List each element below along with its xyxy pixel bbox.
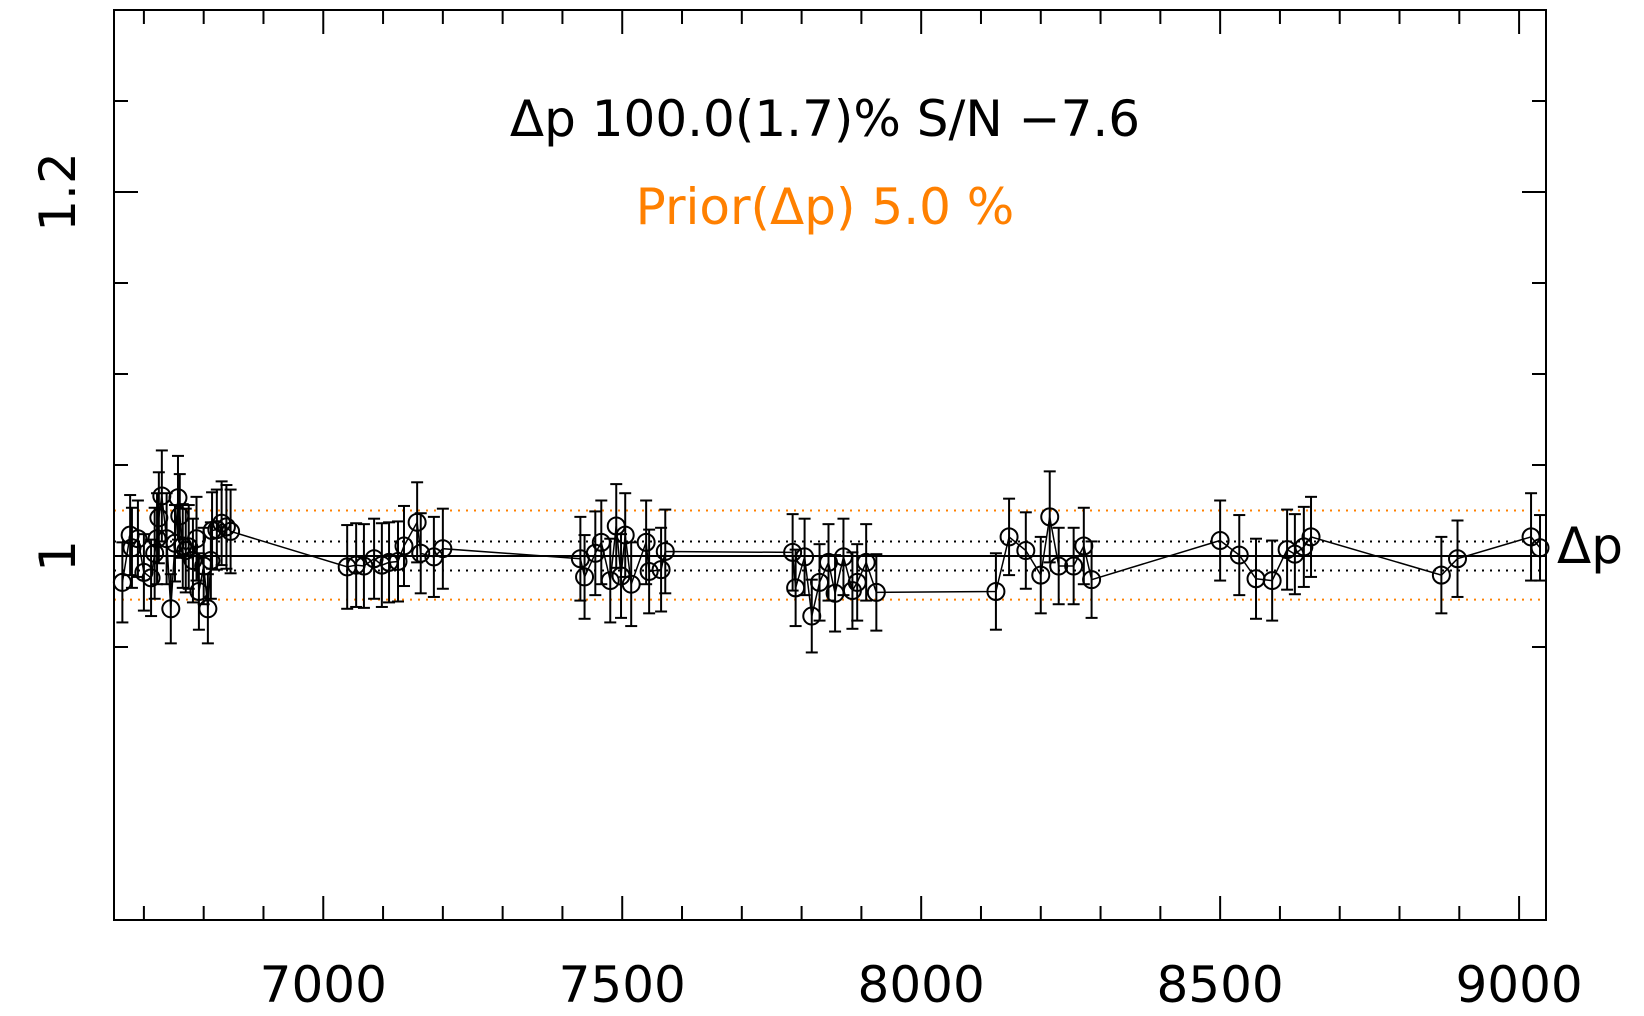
data-point <box>1074 536 1094 556</box>
data-point <box>176 541 196 561</box>
data-points <box>112 486 1550 626</box>
data-point <box>651 560 671 580</box>
data-point <box>201 551 221 571</box>
data-point <box>1294 537 1314 557</box>
data-point <box>591 532 611 552</box>
annotation-title: Δp 100.0(1.7)% S/N −7.6 <box>510 90 1140 148</box>
data-point <box>1082 570 1102 590</box>
data-line <box>121 495 1541 617</box>
tick-labels: 7000 7500 8000 8500 9000 1 1.2 <box>29 152 1583 1014</box>
data-point <box>795 547 815 567</box>
data-point <box>636 532 656 552</box>
data-point <box>999 527 1019 547</box>
series-label: Δp <box>1557 517 1623 575</box>
data-point <box>1301 527 1321 547</box>
data-point <box>145 543 165 563</box>
data-point <box>986 581 1006 601</box>
data-point <box>379 552 399 572</box>
data-point <box>221 521 241 541</box>
x-tick-label: 8500 <box>1157 956 1284 1014</box>
data-point <box>833 547 853 567</box>
data-point <box>1229 545 1249 565</box>
data-point <box>1031 565 1051 585</box>
data-point <box>433 539 453 559</box>
data-point <box>207 520 227 540</box>
data-point <box>411 543 431 563</box>
data-point <box>346 555 366 575</box>
data-point <box>1016 541 1036 561</box>
data-point <box>161 599 181 619</box>
error-bars <box>116 449 1547 654</box>
ticks <box>114 10 1546 920</box>
data-point <box>168 488 188 508</box>
data-point <box>810 572 830 592</box>
series-line <box>121 495 1541 617</box>
data-point <box>1064 556 1084 576</box>
data-point <box>394 536 414 556</box>
y-tick-label: 1.2 <box>29 152 87 232</box>
data-point <box>639 561 659 581</box>
x-tick-label: 7000 <box>260 956 387 1014</box>
data-point <box>149 508 169 528</box>
x-tick-label: 7500 <box>559 956 686 1014</box>
data-point <box>585 543 605 563</box>
data-point <box>575 567 595 587</box>
annotation-prior: Prior(Δp) 5.0 % <box>636 178 1015 236</box>
data-point <box>198 599 218 619</box>
data-point <box>655 541 675 561</box>
data-point <box>1262 571 1282 591</box>
data-point <box>621 574 641 594</box>
data-point <box>1040 507 1060 527</box>
data-point <box>1210 531 1230 551</box>
data-point <box>141 568 161 588</box>
data-point <box>786 578 806 598</box>
data-point <box>847 572 867 592</box>
data-point <box>802 606 822 626</box>
data-point <box>1431 565 1451 585</box>
data-point <box>615 525 635 545</box>
x-tick-label: 9000 <box>1455 956 1582 1014</box>
data-point <box>783 542 803 562</box>
data-point <box>856 552 876 572</box>
data-point <box>866 582 886 602</box>
data-point <box>128 529 148 549</box>
data-point <box>600 571 620 591</box>
plot-frame <box>113 9 1547 921</box>
data-point <box>407 512 427 532</box>
data-point <box>216 517 236 537</box>
data-point <box>170 506 190 526</box>
data-point <box>1049 556 1069 576</box>
data-point <box>1448 549 1468 569</box>
data-point <box>147 529 167 549</box>
x-tick-label: 8000 <box>858 956 985 1014</box>
data-point <box>189 581 209 601</box>
data-point <box>187 529 207 549</box>
y-tick-label: 1 <box>29 540 87 572</box>
